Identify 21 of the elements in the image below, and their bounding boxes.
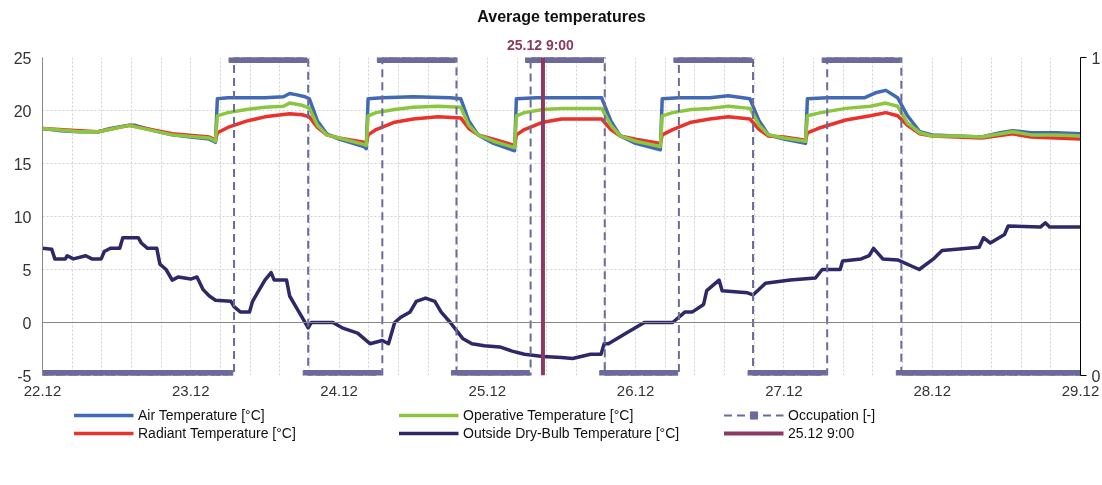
y-tick-label: 10 — [13, 208, 32, 226]
y-tick-label: 25 — [13, 49, 32, 67]
x-tick-label: 27.12 — [765, 381, 803, 399]
y2-tick-label: 1 — [1091, 49, 1101, 67]
x-tick-label: 28.12 — [913, 381, 951, 399]
y-tick-label: 5 — [22, 261, 32, 279]
x-tick-label: 23.12 — [172, 381, 210, 399]
legend-label: Radiant Temperature [°C] — [138, 424, 297, 442]
chart-title: Average temperatures — [477, 7, 646, 25]
ref-line-label: 25.12 9:00 — [506, 36, 575, 53]
x-tick-label: 25.12 — [468, 381, 507, 399]
y-tick-label: 0 — [22, 314, 32, 332]
y-tick-label: 15 — [13, 155, 32, 173]
legend-label: Outside Dry-Bulb Temperature [°C] — [463, 424, 681, 442]
legend-label: Occupation [-] — [788, 406, 877, 424]
y-tick-label: 20 — [13, 102, 32, 120]
text: 25.12 9:00 — [788, 425, 855, 441]
legend-label: Operative Temperature [°C] — [463, 406, 635, 424]
x-tick-label: 26.12 — [616, 381, 655, 399]
x-tick-label: 24.12 — [320, 381, 358, 399]
legend-label: Air Temperature [°C] — [138, 406, 266, 424]
